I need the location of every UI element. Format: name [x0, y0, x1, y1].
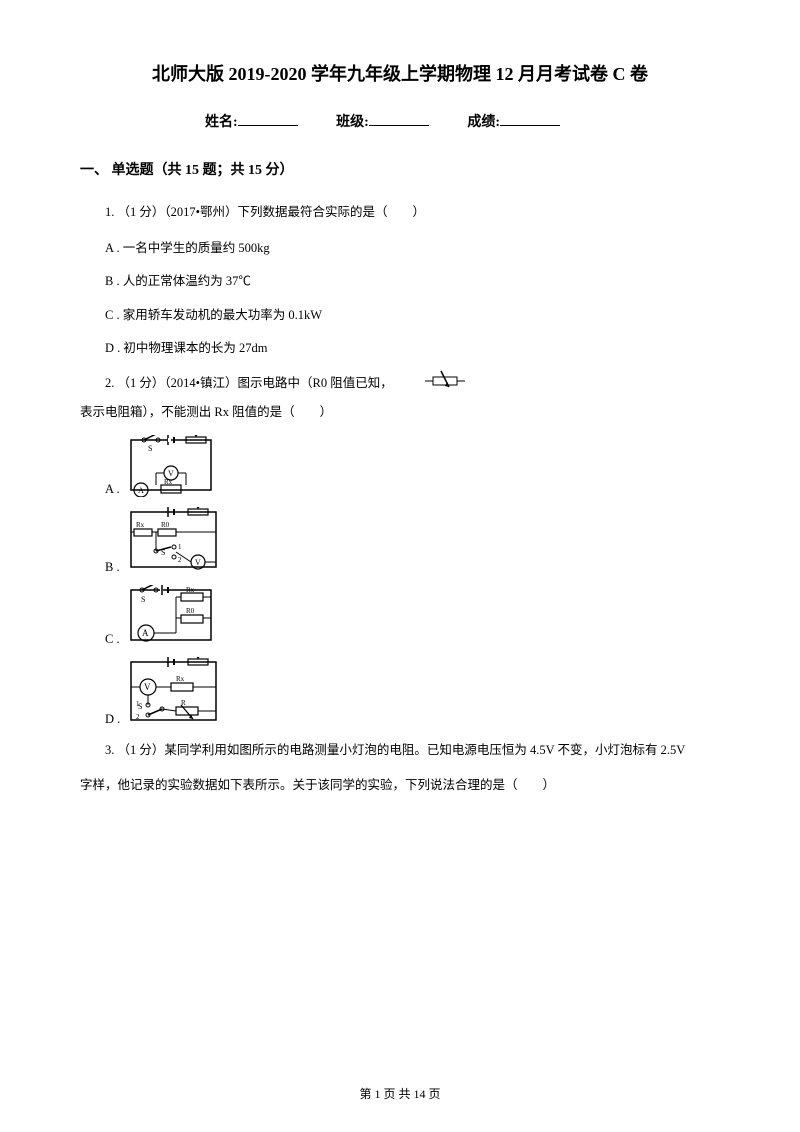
svg-text:A: A — [138, 486, 144, 495]
section-number: 一、 — [80, 163, 108, 178]
q2-text-before: 2. （1 分）（2014•镇江）图示电路中（R0 阻值已知， — [105, 376, 393, 390]
svg-text:R: R — [181, 699, 186, 707]
q2-a-circuit: S V Rx A — [126, 435, 216, 497]
name-label: 姓名: — [205, 115, 238, 130]
q2-d-label: D . — [105, 712, 120, 727]
q1-option-a: A . 一名中学生的质量约 500kg — [80, 235, 720, 263]
q2-b-label: B . — [105, 560, 120, 575]
q2-option-b: B . Rx R0 S 1 2 — [105, 507, 720, 575]
svg-text:R0: R0 — [186, 607, 195, 615]
name-blank — [238, 125, 298, 126]
q2-c-circuit: S Rx R0 A — [126, 585, 216, 647]
q1-option-b: B . 人的正常体温约为 37℃ — [80, 268, 720, 296]
q2-c-label: C . — [105, 632, 120, 647]
svg-text:2: 2 — [178, 556, 182, 564]
q2-d-circuit: V Rx S 1 2 R — [126, 657, 221, 727]
svg-text:S: S — [148, 444, 152, 453]
class-blank — [369, 125, 429, 126]
q1-text: 1. （1 分）（2017•鄂州）下列数据最符合实际的是（ ） — [80, 199, 720, 227]
q2-text: 2. （1 分）（2014•镇江）图示电路中（R0 阻值已知， 表示电阻箱），不… — [80, 369, 720, 427]
svg-text:1: 1 — [178, 543, 182, 551]
q2-option-a: A . S V Rx — [105, 435, 720, 497]
q2-option-d: D . V Rx S 1 2 — [105, 657, 720, 727]
svg-text:S: S — [141, 595, 145, 604]
section-text: 单选题（共 15 题；共 15 分） — [112, 163, 294, 178]
svg-text:Rx: Rx — [164, 478, 173, 486]
q2-text-after: 表示电阻箱），不能测出 Rx 阻值的是（ ） — [80, 405, 332, 419]
q2-b-circuit: Rx R0 S 1 2 V — [126, 507, 221, 575]
class-label: 班级: — [336, 115, 369, 130]
svg-text:V: V — [144, 682, 151, 692]
resistor-box-icon — [400, 369, 465, 400]
svg-text:Rx: Rx — [136, 521, 145, 529]
svg-text:R0: R0 — [161, 521, 170, 529]
page-title: 北师大版 2019-2020 学年九年级上学期物理 12 月月考试卷 C 卷 — [80, 60, 720, 86]
svg-text:V: V — [195, 558, 201, 567]
q1-option-d: D . 初中物理课本的长为 27dm — [80, 335, 720, 363]
svg-text:1: 1 — [136, 700, 140, 708]
svg-text:A: A — [142, 628, 149, 638]
q3-line2: 字样，他记录的实验数据如下表所示。关于该同学的实验，下列说法合理的是（ ） — [80, 772, 720, 800]
svg-text:V: V — [168, 469, 174, 478]
svg-text:2: 2 — [136, 713, 140, 721]
info-row: 姓名: 班级: 成绩: — [80, 111, 720, 131]
svg-text:Rx: Rx — [186, 586, 195, 594]
score-label: 成绩: — [467, 115, 500, 130]
section-header: 一、 单选题（共 15 题；共 15 分） — [80, 159, 720, 179]
q2-option-c: C . S Rx R0 A — [105, 585, 720, 647]
svg-text:Rx: Rx — [176, 675, 185, 683]
q2-a-label: A . — [105, 482, 120, 497]
page-footer: 第 1 页 共 14 页 — [0, 1085, 800, 1102]
q1-option-c: C . 家用轿车发动机的最大功率为 0.1kW — [80, 302, 720, 330]
q3-line1: 3. （1 分）某同学利用如图所示的电路测量小灯泡的电阻。已知电源电压恒为 4.… — [80, 737, 720, 765]
score-blank — [500, 125, 560, 126]
